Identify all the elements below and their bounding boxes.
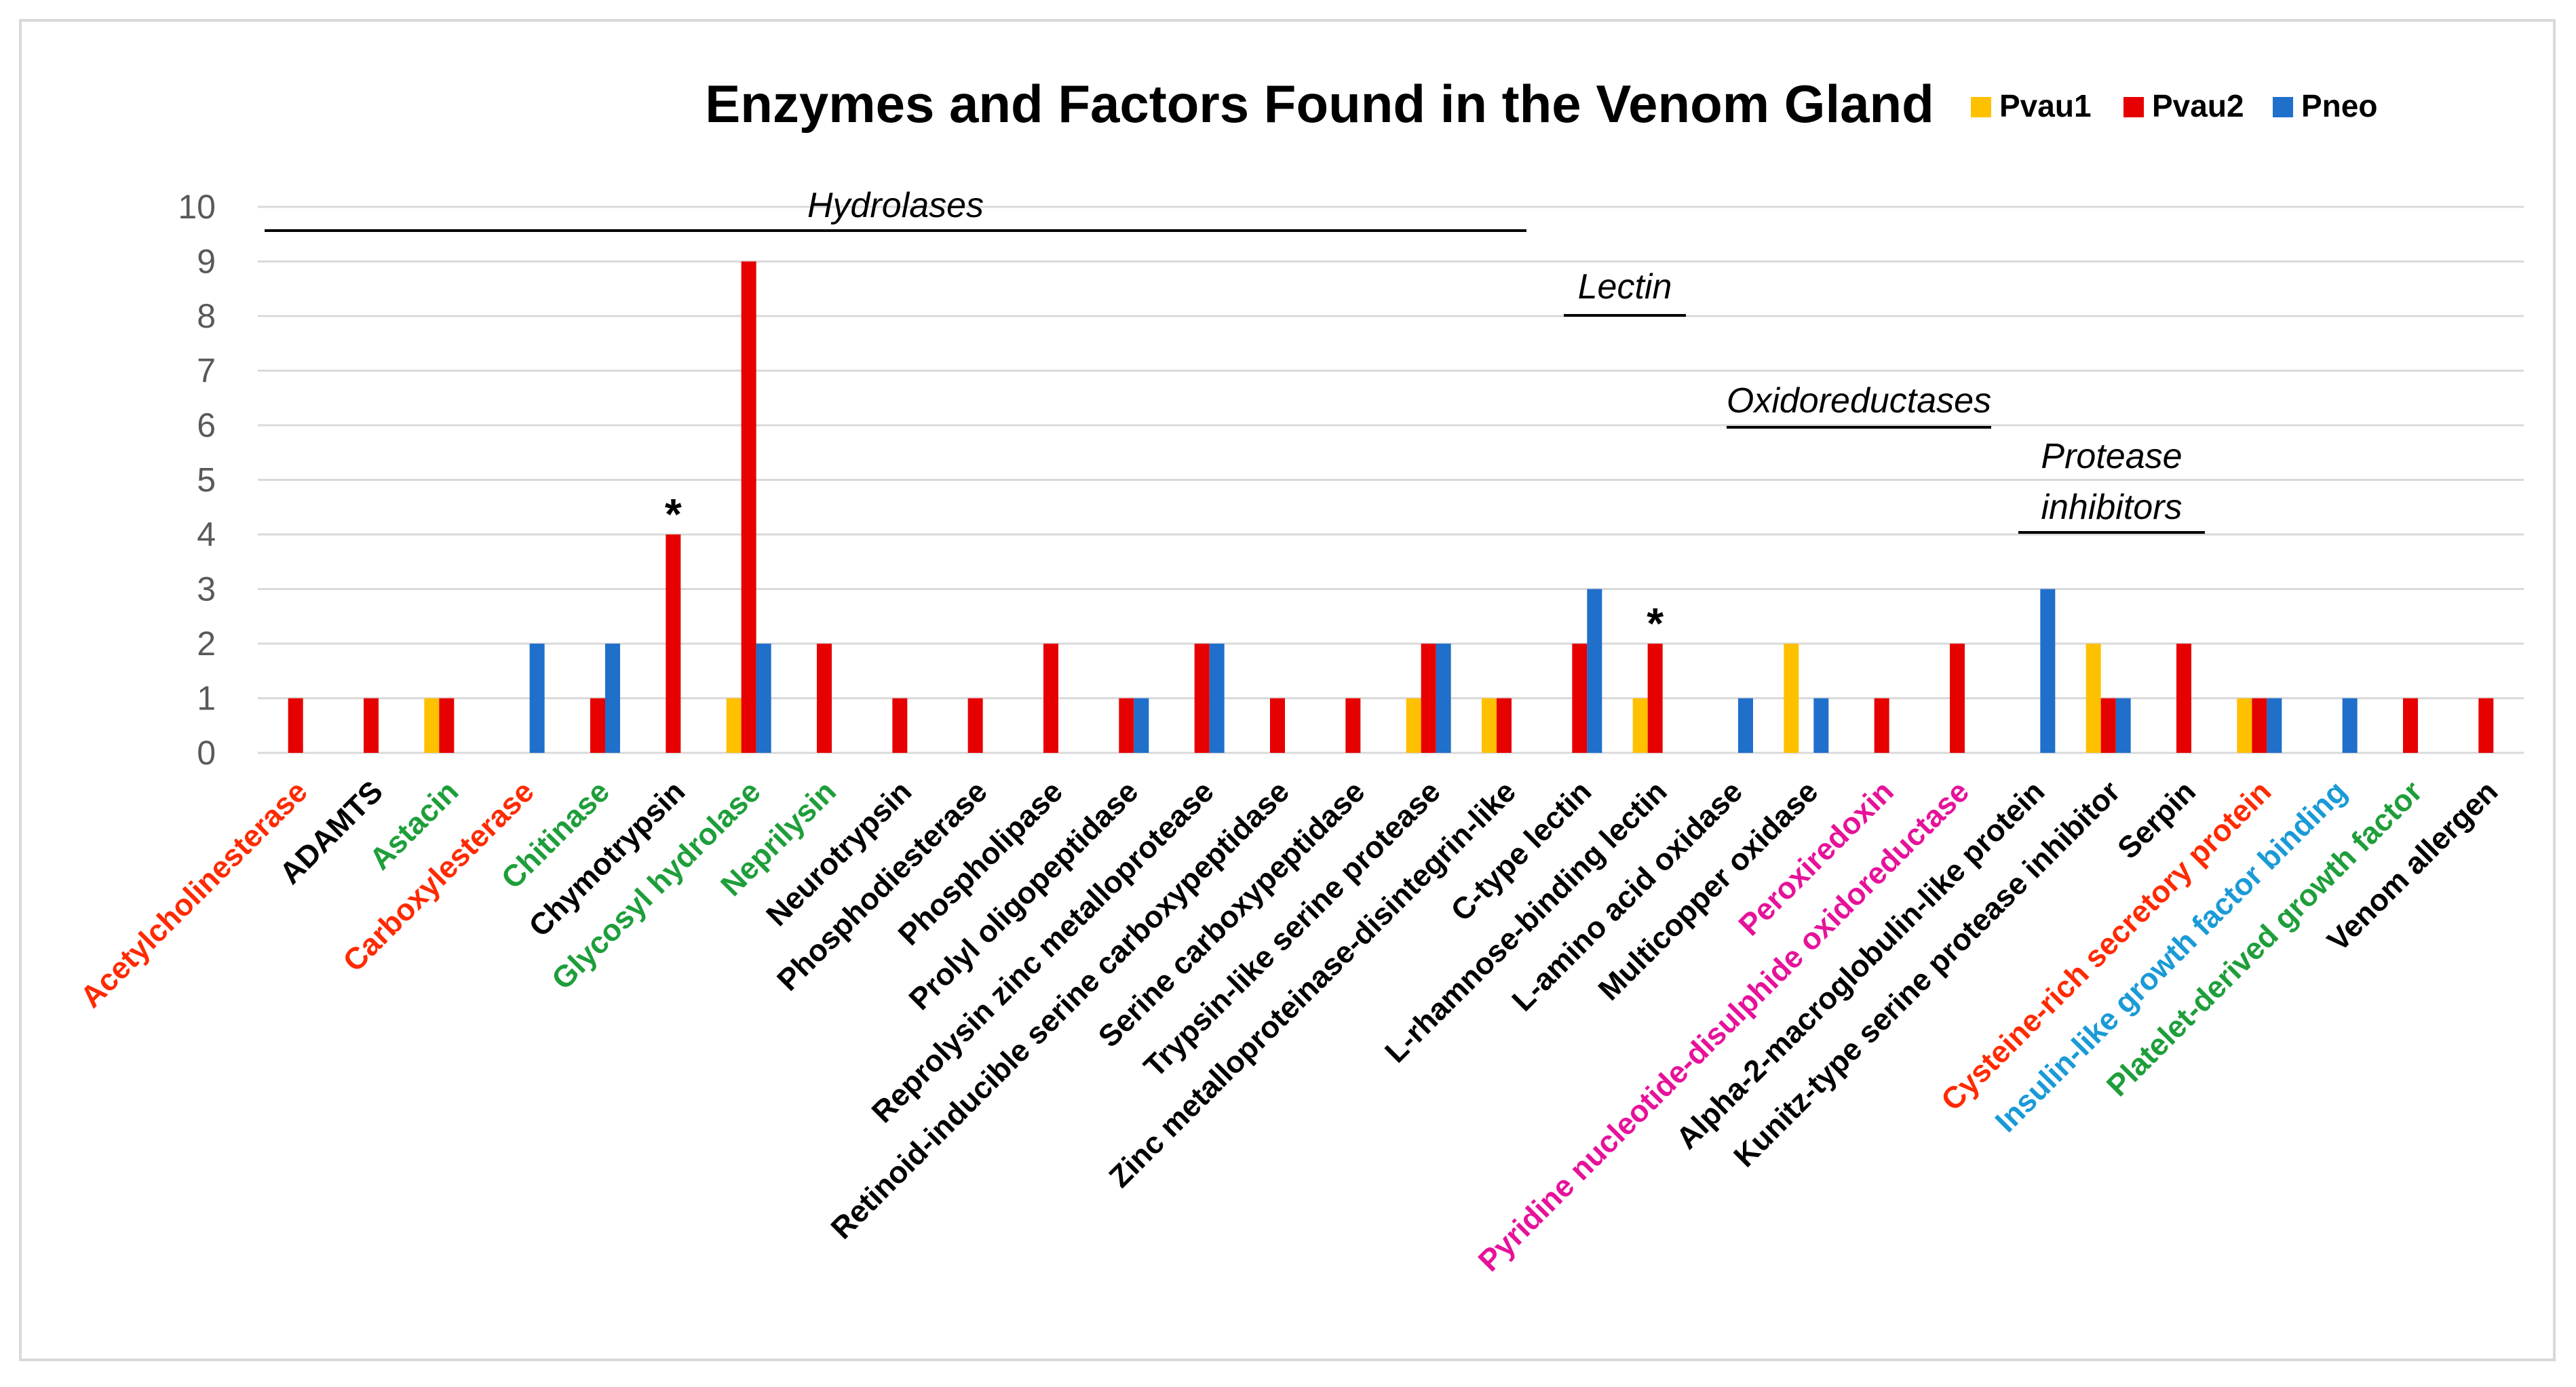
y-tick-label: 4 [197,515,216,553]
y-tick-label: 5 [197,461,216,499]
bar-pvau2 [364,698,379,753]
annotation-asterisk: * [665,490,682,539]
legend-label: Pvau2 [2152,88,2244,123]
chart-title: Enzymes and Factors Found in the Venom G… [705,74,1934,134]
group-label: Hydrolases [807,186,984,225]
y-tick-label: 0 [197,734,216,772]
bar-pvau2 [1043,644,1058,753]
bar-pneo [2115,698,2131,753]
bar-pvau1 [1632,698,1648,753]
bar-pvau1 [1482,698,1497,753]
bar-pvau2 [1119,698,1134,753]
chart-frame [19,19,2556,1361]
gridlines [258,206,2524,754]
bar-pvau2 [2176,644,2191,753]
group-label: Oxidoreductases [1727,381,1991,421]
y-tick-label: 2 [197,625,216,663]
bar-pvau2 [2478,698,2494,753]
bar-pvau2 [1647,644,1663,753]
y-tick-label: 8 [197,297,216,335]
bar-pvau2 [817,644,832,753]
bar-pvau2 [2252,698,2267,753]
y-tick-label: 7 [197,352,216,390]
bar-pvau1 [2085,644,2101,753]
bar-pvau2 [439,698,455,753]
bar-pneo [2342,698,2358,753]
bar-pneo [1587,589,1602,753]
bar-pneo [605,644,620,753]
bar-pvau2 [741,261,756,753]
bar-pvau1 [2237,698,2252,753]
annotations: ** [665,490,1664,648]
y-tick-label: 9 [197,243,216,281]
group-labels: Hydrolases Lectin Oxidoreductases Protease i… [265,186,2205,534]
bar-pvau2 [1194,644,1210,753]
bar-pneo [529,644,545,753]
legend-swatch [2273,97,2293,117]
y-axis: 0 1 2 3 4 5 6 7 8 9 10 [178,188,216,772]
y-tick-label: 3 [197,570,216,608]
bar-pvau2 [1270,698,1285,753]
bars [288,261,2494,753]
legend-swatch [1971,97,1991,117]
legend-swatch [2123,97,2144,117]
bar-pneo [2040,589,2056,753]
legend-label: Pneo [2301,88,2377,123]
bar-pneo [1738,698,1753,753]
bar-pneo [756,644,771,753]
bar-pneo [1436,644,1451,753]
bar-pvau2 [2100,698,2116,753]
y-tick-label: 10 [178,188,216,226]
y-tick-label: 6 [197,406,216,444]
bar-pvau2 [1421,644,1436,753]
bar-pvau2 [2403,698,2418,753]
bar-pneo [1209,644,1225,753]
bar-pvau2 [967,698,983,753]
group-label: Lectin [1578,267,1672,307]
bar-pvau2 [892,698,908,753]
bar-pvau2 [1345,698,1361,753]
annotation-asterisk: * [1647,599,1664,648]
bar-pvau2 [1874,698,1889,753]
legend: Pvau1 Pvau2 Pneo [1971,88,2377,123]
bar-pvau2 [1950,644,1965,753]
bar-pvau1 [424,698,440,753]
legend-label: Pvau1 [1999,88,2092,123]
bar-pvau1 [1784,644,1799,753]
bar-pneo [1134,698,1149,753]
bar-pvau2 [1497,698,1512,753]
bar-pneo [2267,698,2282,753]
bar-pvau2 [666,534,681,753]
y-tick-label: 1 [197,680,216,718]
group-label: Protease [2041,437,2182,476]
bar-pvau2 [288,698,303,753]
bar-pneo [1813,698,1829,753]
bar-pvau2 [590,698,605,753]
bar-pvau1 [726,698,742,753]
bar-pvau2 [1572,644,1588,753]
bar-pvau1 [1406,698,1421,753]
group-label: inhibitors [2041,488,2182,527]
